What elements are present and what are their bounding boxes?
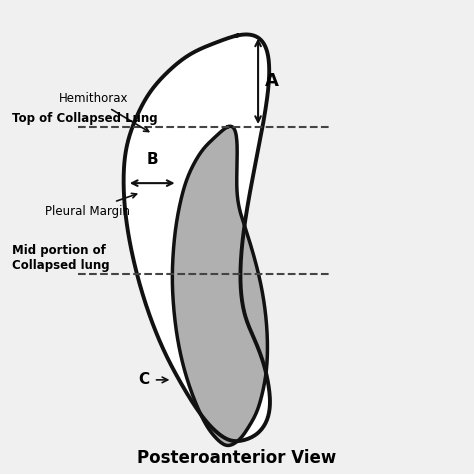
Text: Pleural Margin: Pleural Margin	[45, 193, 137, 218]
Text: Mid portion of
Collapsed lung: Mid portion of Collapsed lung	[12, 244, 110, 272]
Text: Hemithorax: Hemithorax	[59, 92, 149, 132]
Text: B: B	[146, 152, 158, 167]
Text: A: A	[265, 72, 279, 90]
Polygon shape	[173, 126, 267, 446]
Text: Posteroanterior View: Posteroanterior View	[137, 448, 337, 466]
Polygon shape	[124, 35, 270, 441]
Text: C: C	[138, 373, 149, 387]
Text: Top of Collapsed Lung: Top of Collapsed Lung	[12, 111, 158, 125]
